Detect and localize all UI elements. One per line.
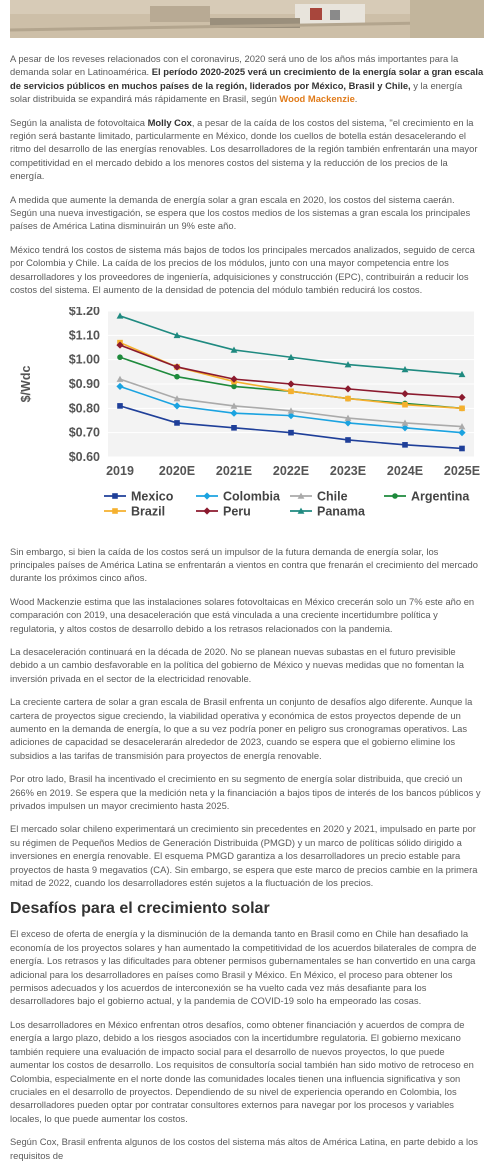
point-argentina [231, 383, 237, 389]
x-tick-label: 2020E [159, 464, 195, 478]
point-chile [401, 419, 409, 426]
cost-chart-svg: $0.60 $0.70 $0.80 $0.90 $1.00 $1.10 $1.20 $/Wdc… [19, 307, 480, 519]
legend-label-mexico: Mexico [131, 489, 174, 503]
paragraph: A pesar de los reveses relacionados con … [10, 53, 484, 105]
point-mexico [117, 402, 123, 409]
point-panama [116, 311, 124, 319]
paragraph: Los desarrolladores en México enfrentan … [10, 1018, 474, 1124]
point-argentina [117, 353, 123, 360]
point-peru [287, 379, 295, 388]
y-tick-label: $1.10 [69, 328, 100, 342]
point-mexico [459, 445, 465, 451]
point-mexico [174, 419, 180, 426]
paragraph: El mercado solar chileno experimentará u… [10, 823, 478, 889]
y-tick-label: $1.20 [69, 307, 100, 318]
legend-marker-argentina [392, 492, 398, 499]
paragraph: México tendrá los costos de sistema más … [10, 243, 475, 296]
point-chile [458, 422, 466, 429]
legend-marker-colombia [203, 491, 211, 500]
wood-mackenzie-link[interactable]: Wood Mackenzie [279, 93, 355, 105]
legend-marker-panama [297, 507, 305, 514]
section-heading: Desafíos para el crecimiento solar [10, 900, 270, 918]
legend-label-chile: Chile [317, 489, 348, 503]
point-colombia [401, 423, 409, 431]
paragraph: Sin embargo, si bien la caída de los cos… [10, 545, 478, 584]
point-chile [173, 394, 181, 401]
paragraph: Por otro lado, Brasil ha incentivado el … [10, 773, 481, 811]
point-mexico [402, 441, 408, 448]
hero-image [10, 0, 484, 38]
cost-chart: $0.60 $0.70 $0.80 $0.90 $1.00 $1.10 $1.20 $/Wdc… [10, 307, 484, 533]
paragraph: La creciente cartera de solar a gran esc… [10, 696, 473, 761]
point-panama [344, 360, 352, 367]
y-tick-label: $0.70 [69, 425, 100, 439]
point-brazil [459, 405, 465, 411]
x-tick-label: 2021E [216, 464, 252, 478]
point-brazil [345, 395, 351, 401]
paragraph: A medida que aumente la demanda de energ… [10, 193, 471, 232]
legend-marker-peru [203, 506, 211, 515]
point-peru [173, 362, 181, 371]
point-chile [116, 375, 124, 382]
point-panama [230, 346, 238, 353]
paragraph: Según Cox, Brasil enfrenta algunos de lo… [10, 1136, 478, 1161]
article-body: A pesar de los reveses relacionados con … [10, 52, 484, 1172]
legend-marker-brazil [112, 507, 118, 514]
analyst-name: Molly Cox [147, 116, 192, 128]
point-mexico [345, 436, 351, 443]
y-tick-label: $0.60 [69, 450, 100, 464]
point-mexico [288, 429, 294, 435]
point-chile [230, 402, 238, 409]
x-tick-label: 2024E [387, 464, 423, 478]
bold-highlight: El período 2020-2025 verá un crecimiento… [10, 66, 484, 91]
point-panama [401, 365, 409, 372]
point-panama [458, 370, 466, 377]
point-mexico [231, 424, 237, 431]
x-tick-label: 2019 [106, 464, 134, 478]
legend-label-brazil: Brazil [131, 504, 165, 518]
point-brazil [402, 401, 408, 407]
y-tick-label: $0.80 [69, 401, 100, 415]
legend-label-panama: Panama [317, 504, 366, 518]
point-colombia [344, 418, 352, 427]
x-tick-label: 2023E [330, 464, 366, 478]
point-argentina [174, 373, 180, 379]
point-chile [344, 414, 352, 421]
paragraph: El exceso de oferta de energía y la dism… [10, 928, 477, 1007]
paragraph: Según la analista de fotovoltaica Molly … [10, 116, 478, 182]
legend-label-colombia: Colombia [223, 489, 281, 503]
y-tick-label: $0.90 [69, 377, 100, 391]
y-axis-label: $/Wdc [19, 365, 33, 402]
point-panama [173, 331, 181, 338]
x-tick-label: 2022E [273, 464, 309, 478]
legend-marker-chile [297, 492, 305, 499]
legend-marker-mexico [112, 492, 118, 499]
legend-label-peru: Peru [223, 504, 251, 518]
legend-label-argentina: Argentina [411, 489, 470, 503]
point-panama [287, 353, 295, 360]
point-brazil [288, 388, 294, 394]
paragraph: La desaceleración continuará en la décad… [10, 645, 464, 684]
point-chile [287, 406, 295, 414]
point-peru [401, 389, 409, 397]
paragraph: Wood Mackenzie estima que las instalacio… [10, 595, 475, 634]
y-tick-label: $1.00 [69, 352, 100, 366]
point-peru [230, 375, 238, 383]
x-tick-label: 2025E [444, 464, 480, 478]
